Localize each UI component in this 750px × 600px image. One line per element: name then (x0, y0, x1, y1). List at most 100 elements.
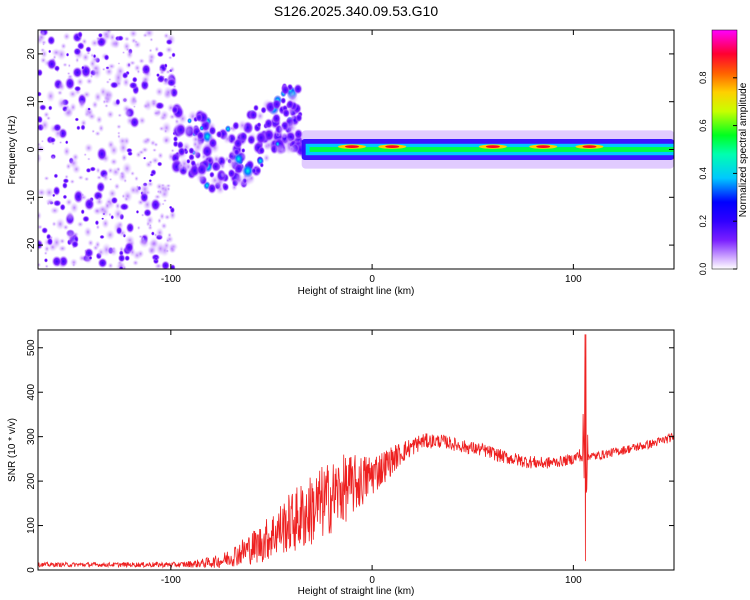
heatmap-xlabel: Height of straight line (km) (298, 286, 415, 297)
heatmap-noise-cell (38, 91, 42, 97)
heatmap-noise-cell (115, 226, 123, 235)
heatmap-noise-cell (91, 129, 96, 134)
heatmap-noise-cell (55, 217, 66, 231)
heatmap-noise-cell (142, 102, 150, 110)
heatmap-noise-cell (118, 265, 124, 269)
heatmap-spread-cell (233, 137, 243, 150)
heatmap-noise-cell (57, 81, 66, 92)
heatmap-noise-cell (83, 226, 93, 238)
heatmap-noise-cell (122, 77, 131, 88)
heatmap-noise-cell (41, 226, 49, 234)
heatmap-noise-cell (73, 189, 84, 204)
heatmap-noise-cell (130, 95, 138, 103)
heatmap-spread-cell (227, 168, 236, 179)
heatmap-spread-cell (187, 117, 193, 124)
heatmap-noise-cell (135, 184, 139, 189)
heatmap-noise-cell (76, 77, 85, 87)
heatmap-noise-cell (102, 173, 110, 182)
colorbar-tick-label: 0.4 (698, 167, 708, 180)
heatmap-noise-cell (56, 96, 67, 110)
heatmap-noise-cell (64, 76, 76, 91)
heatmap-noise-cell (78, 99, 86, 110)
snr-xlabel: Height of straight line (km) (298, 586, 415, 597)
heatmap-noise-cell (49, 206, 60, 215)
heatmap-noise-cell (96, 174, 103, 181)
heatmap-noise-cell (74, 117, 80, 122)
heatmap-spread-cell (259, 162, 265, 168)
heatmap-noise-cell (133, 40, 142, 49)
heatmap-noise-cell (47, 35, 56, 46)
heatmap-noise-cell (64, 174, 69, 180)
heatmap-noise-cell (101, 242, 112, 257)
heatmap-noise-cell (109, 157, 118, 166)
heatmap-spread-cell (274, 143, 285, 156)
heatmap-noise-cell (69, 178, 76, 185)
heatmap-noise-cell (85, 46, 92, 53)
heatmap-noise-cell (62, 62, 68, 68)
heatmap-noise-cell (40, 39, 47, 45)
snr-xtick-label: 100 (565, 575, 582, 586)
heatmap-noise-cell (62, 32, 71, 41)
heatmap-noise-cell (94, 197, 104, 207)
heatmap-noise-cell (117, 171, 128, 183)
snr-series-line (38, 334, 674, 569)
heatmap-xtick-label: 0 (369, 274, 375, 285)
heatmap-noise-cell (95, 166, 101, 174)
heatmap-noise-cell (85, 167, 92, 173)
snr-ytick-label: 100 (26, 517, 37, 534)
heatmap-noise-cell (43, 186, 55, 199)
heatmap-spread-cell (286, 99, 295, 110)
heatmap-noise-cell (82, 215, 90, 223)
heatmap-noise-cell (124, 196, 129, 202)
heatmap-noise-cell (134, 175, 139, 182)
heatmap-noise-cell (83, 197, 95, 211)
heatmap-spread-cell (239, 131, 248, 142)
heatmap-noise-cell (170, 148, 175, 153)
heatmap-noise-cell (43, 257, 49, 263)
heatmap-noise-cell (38, 144, 46, 153)
snr-xtick-label: -100 (161, 575, 181, 586)
snr-axes: -100 0 100 0 100 200 300 400 500 (26, 330, 674, 586)
heatmap-noise-cell (101, 217, 105, 220)
heatmap-spread-cell (186, 158, 191, 165)
heatmap-spread-cell (262, 153, 271, 163)
heatmap-noise-cell (161, 134, 172, 146)
heatmap-noise-cell (88, 59, 97, 69)
heatmap-spread-cell (190, 159, 197, 167)
heatmap-noise-cell (123, 109, 132, 117)
heatmap-noise-cell (159, 184, 167, 193)
colorbar-tick-label: 0.2 (698, 215, 708, 228)
heatmap-noise-cell (122, 41, 131, 52)
colorbar-tick-label: 0.0 (698, 263, 708, 276)
heatmap-spread-cell (237, 119, 248, 132)
heatmap-noise-cell (97, 123, 105, 133)
heatmap-noise-cell (41, 30, 46, 36)
heatmap-noise-cell (106, 109, 115, 119)
heatmap-noise-cell (52, 123, 62, 132)
heatmap-noise-cell (97, 257, 108, 269)
heatmap-spread-cell (178, 162, 184, 169)
heatmap-noise-cell (113, 182, 121, 191)
heatmap-noise-cell (81, 52, 90, 63)
heatmap-noise-cell (72, 66, 83, 79)
heatmap-spread-cell (215, 130, 223, 139)
heatmap-noise-cell (104, 103, 109, 108)
heatmap-noise-cell (86, 157, 91, 161)
snr-ylabel: SNR (10 * v/v) (7, 418, 18, 482)
heatmap-noise-cell (148, 159, 154, 165)
heatmap-spread-cell (246, 134, 256, 146)
heatmap-noise-cell (153, 193, 162, 200)
heatmap-noise-cell (121, 96, 129, 104)
heatmap-spread-cell (233, 173, 246, 188)
heatmap-noise-cell (140, 75, 151, 84)
heatmap-spread-cell (219, 162, 226, 170)
heatmap-noise-cell (76, 220, 84, 228)
heatmap-noise-cell (161, 260, 171, 269)
heatmap-noise-cell (109, 81, 119, 89)
heatmap-spread-cell (282, 108, 291, 118)
heatmap-noise-cell (51, 255, 63, 268)
heatmap-noise-cell (40, 139, 44, 143)
heatmap-noise-cell (51, 155, 55, 160)
